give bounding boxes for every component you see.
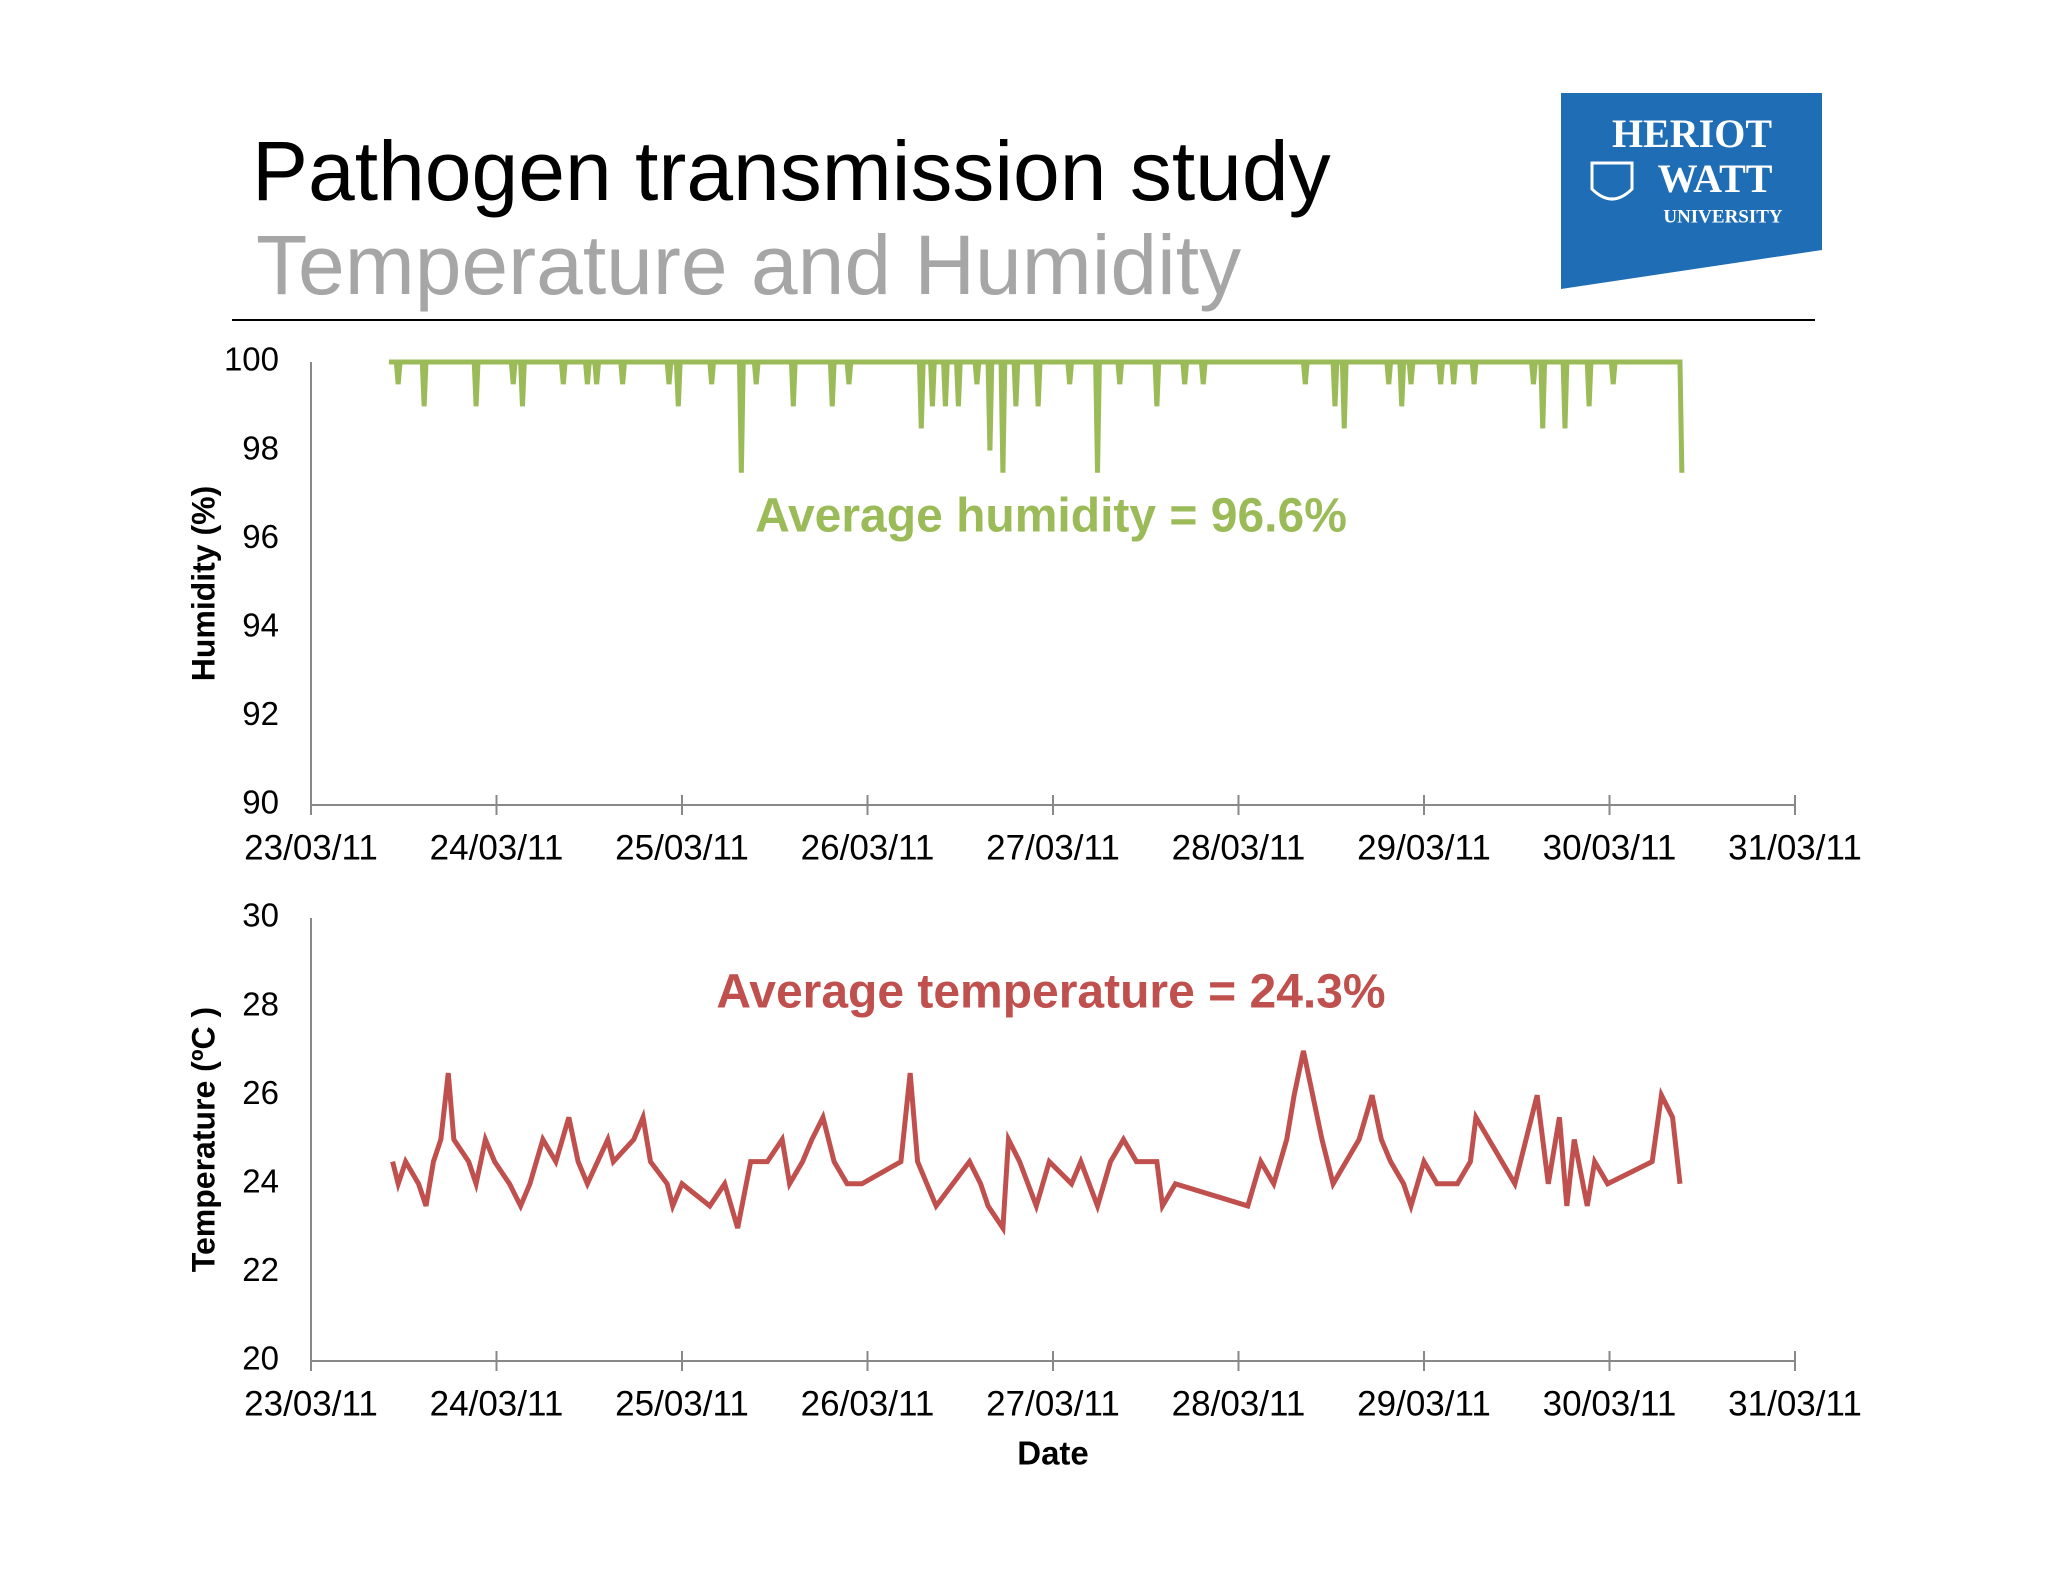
y-tick-label: 92 [242,695,279,732]
x-tick-label: 26/03/11 [801,1384,935,1423]
x-tick-label: 24/03/11 [430,1384,564,1423]
x-axis-title: Date [1017,1435,1089,1472]
logo-text: HERIOT [1612,111,1772,156]
x-tick-label: 23/03/11 [244,1384,378,1423]
y-tick-label: 24 [242,1163,279,1200]
y-tick-label: 26 [242,1074,279,1111]
logo-shield [1590,161,1634,201]
x-tick-label: 29/03/11 [1357,828,1491,867]
x-tick-label: 23/03/11 [244,828,378,867]
x-tick-label: 27/03/11 [986,1384,1120,1423]
y-tick-label: 96 [242,518,279,555]
data-line [388,359,1685,473]
y-axis-title: Temperature (ºC ) [185,1007,221,1272]
y-tick-label: 94 [242,607,279,644]
logo: HERIOT WATT UNIVERSITY [1561,93,1822,289]
y-tick-label: 30 [242,897,279,934]
x-tick-label: 30/03/11 [1543,1384,1677,1423]
x-tick-label: 27/03/11 [986,828,1120,867]
x-tick-label: 31/03/11 [1728,828,1862,867]
data-line [390,1050,1683,1236]
slide-title: Pathogen transmission study [252,124,1331,218]
slide-subtitle: Temperature and Humidity [256,218,1241,312]
annotation: Average humidity = 96.6% [755,490,1347,543]
x-tick-label: 25/03/11 [615,1384,749,1423]
x-tick-label: 29/03/11 [1357,1384,1491,1423]
x-tick-label: 30/03/11 [1543,828,1677,867]
y-tick-label: 20 [242,1340,279,1377]
annotation: Average temperature = 24.3% [716,966,1385,1019]
x-tick-label: 24/03/11 [430,828,564,867]
y-axis-title: Humidity (%) [185,486,221,682]
y-tick-label: 90 [242,784,279,821]
y-tick-label: 100 [224,341,279,378]
x-tick-label: 31/03/11 [1728,1384,1862,1423]
x-tick-label: 25/03/11 [615,828,749,867]
x-tick-label: 28/03/11 [1172,828,1306,867]
y-tick-label: 22 [242,1251,279,1288]
y-tick-label: 28 [242,985,279,1022]
x-tick-label: 26/03/11 [801,828,935,867]
logo-box [1561,93,1822,289]
y-tick-label: 98 [242,429,279,466]
x-tick-label: 28/03/11 [1172,1384,1306,1423]
logo-text: UNIVERSITY [1663,206,1783,227]
logo-text: WATT [1658,156,1773,201]
